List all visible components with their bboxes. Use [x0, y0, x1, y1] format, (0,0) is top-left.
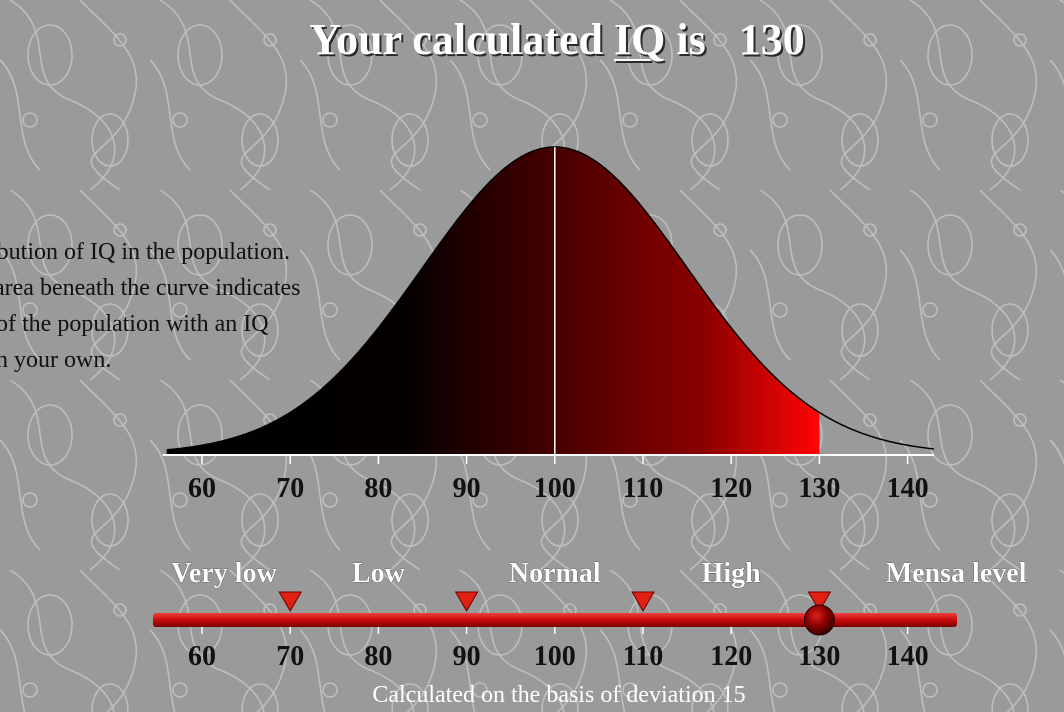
scale-tick-label: 130 [798, 641, 840, 672]
boundary-marker [631, 591, 655, 612]
category-label: Normal [509, 558, 601, 589]
x-axis-tick-label: 140 [887, 473, 929, 504]
iq-score: 130 [738, 15, 805, 64]
scale-tick-label: 110 [623, 641, 663, 672]
category-label: Mensa level [886, 558, 1027, 589]
category-label: Very low [171, 558, 277, 589]
category-label: Low [352, 558, 406, 589]
x-axis-tick-label: 100 [534, 473, 576, 504]
title-iq-abbreviation: IQ [614, 15, 666, 64]
iq-scale: Very low Low Normal High Mensa level 60 70 80 90… [153, 558, 1027, 672]
scale-tick-label: 60 [188, 641, 216, 672]
boundary-marker [278, 591, 303, 612]
deviation-footnote: Calculated on the basis of deviation 15 [372, 682, 746, 708]
x-axis-tick-label: 80 [364, 473, 392, 504]
scale-tick-label: 90 [453, 641, 481, 672]
explanation-line-3: of the population with an IQ [0, 311, 269, 337]
explanation-line-1: ibution of IQ in the population. [0, 239, 290, 265]
scale-tick-label: 140 [887, 641, 929, 672]
scale-tick-label: 70 [276, 641, 304, 672]
explanation-line-2: area beneath the curve indicates [0, 275, 301, 301]
scale-tick-label: 80 [364, 641, 392, 672]
x-axis-tick-label: 110 [623, 473, 663, 504]
distribution-curve [166, 146, 935, 454]
x-axis-tick-label: 90 [453, 473, 481, 504]
x-axis: 60 70 80 90 100 110 120 130 140 [162, 454, 935, 504]
title-prefix: Your calculated [309, 15, 614, 64]
page-title: Your calculated IQ is 130 [0, 14, 1064, 65]
title-suffix: is [665, 15, 706, 64]
category-label: High [702, 558, 762, 589]
scale-bar [153, 613, 957, 627]
boundary-marker [454, 591, 479, 612]
scale-tick-label: 100 [534, 641, 576, 672]
curve-filled-area [166, 147, 820, 454]
distribution-explanation: ibution of IQ in the population. area be… [0, 234, 360, 384]
x-axis-tick-label: 70 [276, 473, 304, 504]
curve-outline [166, 146, 935, 451]
scale-tick-label: 120 [710, 641, 752, 672]
explanation-line-4: n your own. [0, 347, 112, 373]
x-axis-tick-label: 130 [798, 473, 840, 504]
x-axis-tick-label: 120 [710, 473, 752, 504]
iq-position-knob [803, 604, 835, 636]
x-axis-tick-label: 60 [188, 473, 216, 504]
boundary-marker [807, 591, 832, 612]
